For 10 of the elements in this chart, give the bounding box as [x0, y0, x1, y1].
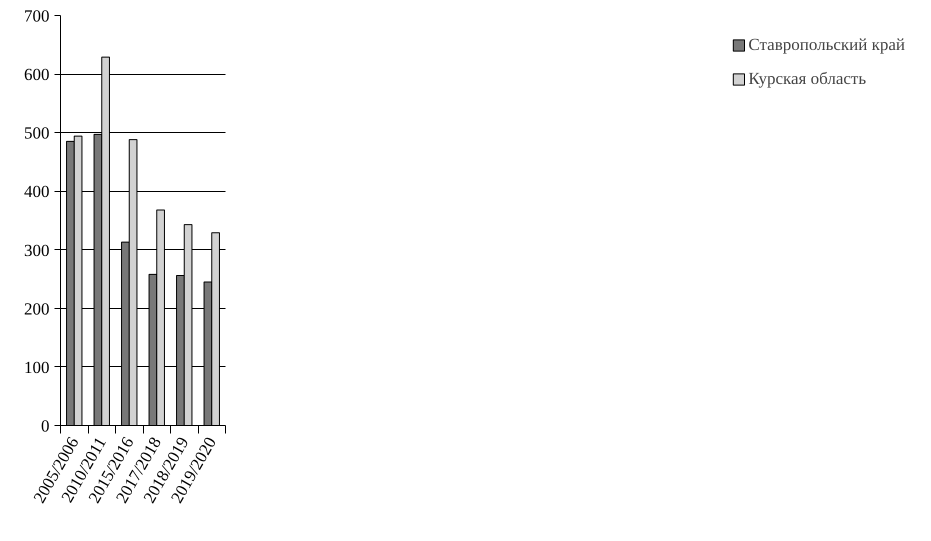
legend-label: Курская область: [748, 69, 866, 89]
y-tick-label: 100: [24, 358, 50, 377]
y-tick-label: 700: [24, 6, 50, 26]
y-tick-label: 300: [24, 240, 50, 260]
y-tick-label: 600: [24, 65, 50, 84]
y-tick-label: 0: [41, 416, 50, 436]
y-tick-label: 400: [24, 182, 50, 202]
y-tick-label: 500: [24, 124, 50, 143]
legend-label: Ставропольский край: [748, 35, 905, 55]
y-tick-label: 200: [24, 299, 50, 318]
